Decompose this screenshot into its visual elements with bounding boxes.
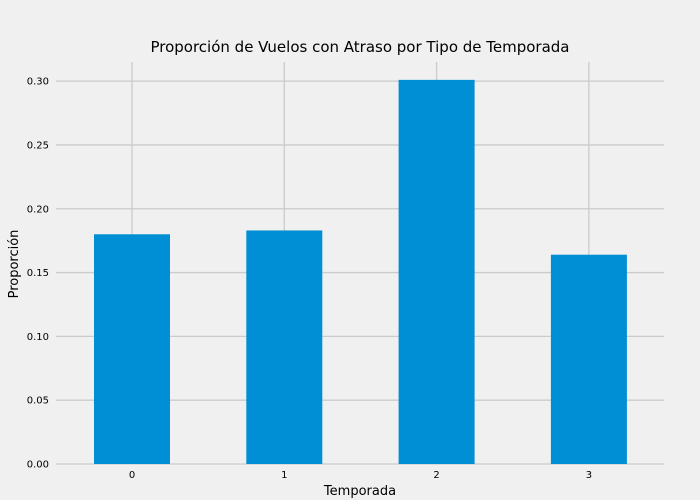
y-tick-label: 0.15 [27, 268, 49, 279]
x-tick-label: 3 [586, 470, 592, 481]
x-tick-label: 0 [129, 470, 135, 481]
chart-title: Proporción de Vuelos con Atraso por Tipo… [150, 38, 569, 56]
x-tick-label: 2 [433, 470, 439, 481]
y-tick-label: 0.10 [27, 332, 49, 343]
y-tick-label: 0.05 [27, 396, 49, 407]
bar-3 [550, 254, 627, 464]
y-axis-label: Proporción [7, 230, 22, 299]
bar-2 [398, 79, 475, 464]
y-tick-label: 0.20 [27, 204, 49, 215]
y-tick-label: 0.00 [27, 460, 49, 471]
bar-1 [246, 230, 323, 464]
tick-labels: 0.00 0.05 0.10 0.15 0.20 0.25 0.30 0 1 2 3 [27, 77, 592, 481]
bars [94, 79, 627, 464]
y-tick-label: 0.30 [27, 77, 49, 88]
x-tick-label: 1 [281, 470, 287, 481]
bar-0 [94, 234, 170, 464]
x-axis-label: Temporada [323, 484, 396, 499]
y-tick-label: 0.25 [27, 140, 49, 151]
